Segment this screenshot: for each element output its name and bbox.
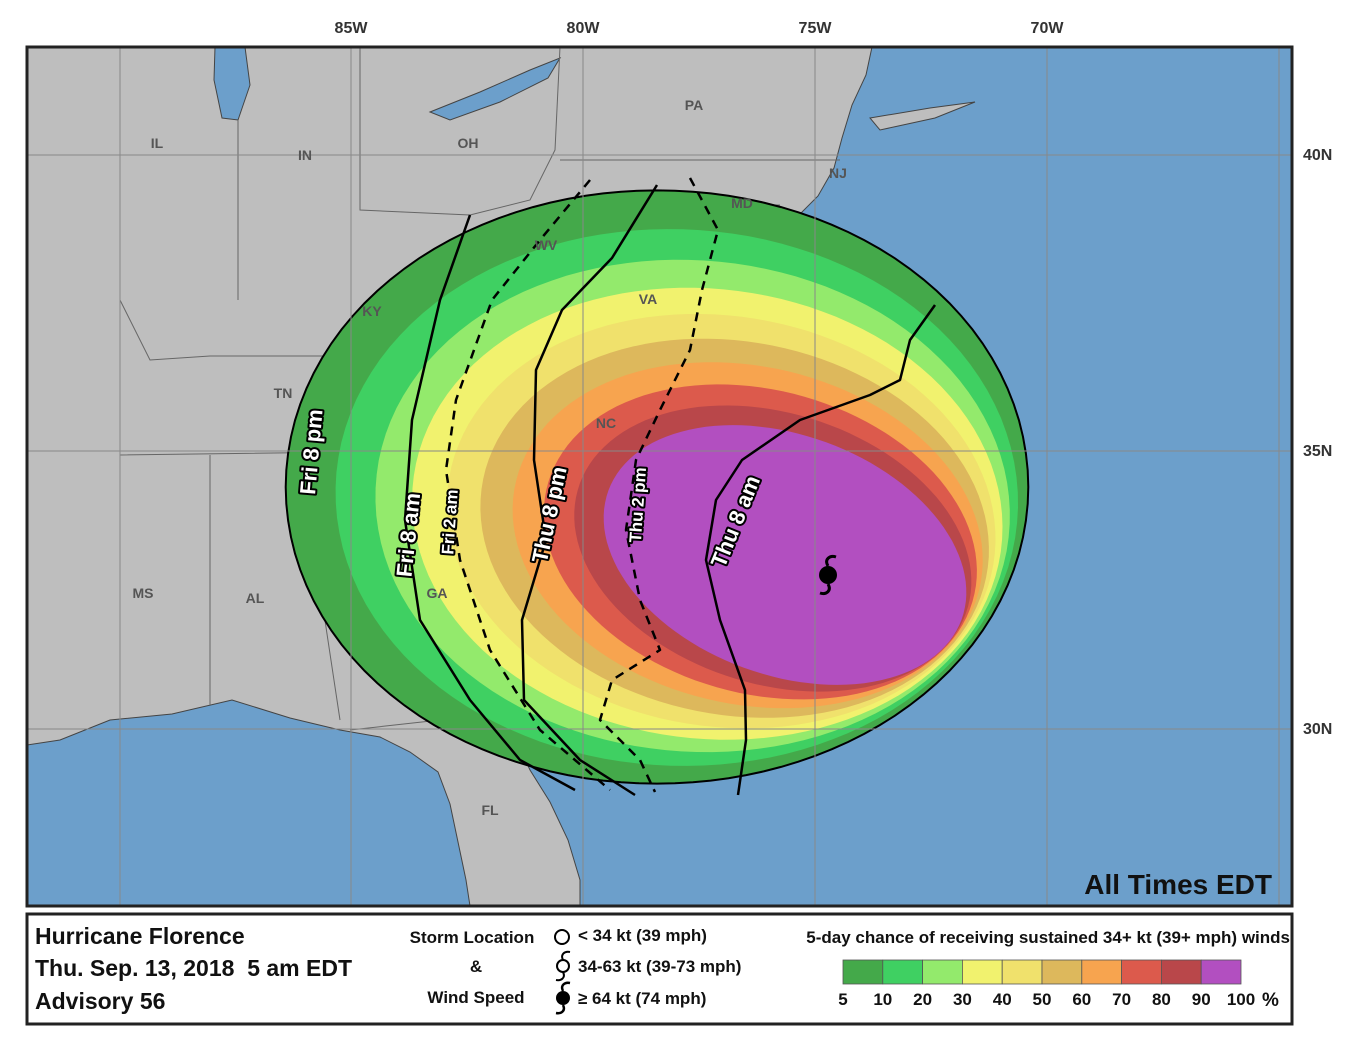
swatch [1200,959,1242,985]
state-label: OH [458,135,479,151]
state-label: NC [596,415,616,431]
state-label: AL [246,590,265,606]
scale-label: 20 [913,990,932,1009]
key-line: Wind Speed [427,988,524,1007]
scale-unit: % [1262,990,1279,1011]
longitude-label: 75W [799,20,833,37]
longitude-label: 70W [1031,20,1065,37]
state-label: NJ [829,165,847,181]
state-label: GA [427,585,448,601]
symbol-storm [555,950,571,982]
swatch [1041,959,1083,985]
symbol-weak [554,929,570,945]
advisory-number: Advisory 56 [35,988,165,1014]
scale-label: 40 [993,990,1012,1009]
state-labels: IL IN OH PA NJ MD WV VA KY TN NC MS AL GA FL [133,97,847,818]
probability-scale: 5 10 20 30 40 50 60 70 80 90 100% [838,959,1279,1011]
latitude-label: 40N [1303,147,1332,164]
swatch [1161,959,1202,985]
arrival-lines [403,177,937,797]
swatch [842,959,884,985]
advisory-date: Thu. Sep. 13, 2018 5 am EDT [35,955,352,981]
state-label: IL [151,135,164,151]
key-line: & [470,957,482,976]
state-label: MD [731,195,753,211]
state-label: TN [274,385,293,401]
swatch [922,959,963,985]
probability-bands [284,189,1030,785]
time-note: All Times EDT [1084,869,1272,900]
swatch [962,959,1003,985]
storm-symbol [819,555,837,595]
scale-label: 10 [873,990,892,1009]
scale-label: 50 [1033,990,1052,1009]
grid [27,47,1292,906]
scale-label: 80 [1152,990,1171,1009]
state-label: FL [481,802,499,818]
probability-title: 5-day chance of receiving sustained 34+ … [806,928,1290,947]
state-label: IN [298,147,312,163]
state-label: VA [639,291,657,307]
storm-name: Hurricane Florence [35,923,245,949]
swatch [1081,959,1123,985]
swatch [882,959,923,985]
legend: Hurricane Florence Thu. Sep. 13, 2018 5 … [35,923,1290,1015]
latitude-label: 30N [1303,721,1332,738]
scale-label: 100 [1227,990,1255,1009]
scale-label: 30 [953,990,972,1009]
map-frame [25,45,1294,908]
state-label: MS [133,585,154,601]
key-item: ≥ 64 kt (74 mph) [578,989,706,1008]
key-item: < 34 kt (39 mph) [578,926,707,945]
latitude-label: 35N [1303,443,1332,460]
swatch [1001,959,1043,985]
symbol-hurricane [555,981,571,1015]
swatch [1121,959,1162,985]
scale-label: 5 [838,990,847,1009]
state-label: WV [535,237,558,253]
scale-label: 60 [1072,990,1091,1009]
scale-label: 70 [1112,990,1131,1009]
longitude-label: 80W [567,20,601,37]
longitude-label: 85W [335,20,369,37]
long-island [869,101,976,131]
axis-labels: 85W 80W 75W 70W 40N 35N 30N [335,20,1333,738]
state-label: PA [685,97,703,113]
probability-band [603,425,967,685]
key-item: 34-63 kt (39-73 mph) [578,957,741,976]
state-label: KY [362,303,382,319]
scale-label: 90 [1192,990,1211,1009]
key-line: Storm Location [410,928,535,947]
lake-erie [428,56,562,121]
